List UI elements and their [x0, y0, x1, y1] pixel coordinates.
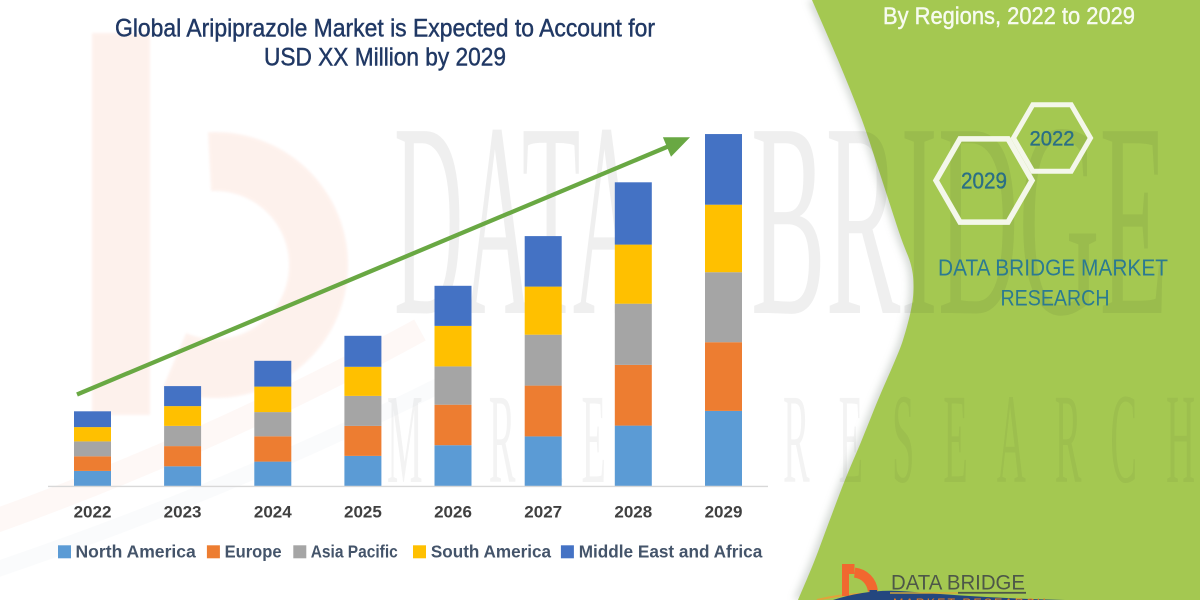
svg-text:2024: 2024 [254, 503, 292, 522]
svg-text:2022: 2022 [1030, 128, 1075, 151]
svg-text:By Regions, 2022 to 2029: By Regions, 2022 to 2029 [883, 3, 1135, 30]
svg-text:2025: 2025 [344, 503, 382, 522]
svg-text:Global Aripiprazole Market is: Global Aripiprazole Market is Expected t… [115, 14, 655, 42]
svg-text:North America: North America [76, 542, 197, 562]
svg-text:Middle East and Africa: Middle East and Africa [579, 542, 763, 562]
svg-text:DATA: DATA [394, 66, 642, 373]
svg-text:RESEARCH: RESEARCH [1001, 286, 1110, 311]
svg-text:2022: 2022 [74, 503, 112, 522]
svg-text:DATA BRIDGE MARKET: DATA BRIDGE MARKET [938, 254, 1168, 280]
svg-text:2023: 2023 [164, 503, 202, 522]
svg-text:2029: 2029 [961, 168, 1007, 194]
svg-text:2026: 2026 [434, 503, 472, 522]
svg-text:South America: South America [431, 542, 551, 562]
svg-text:2027: 2027 [524, 503, 562, 522]
svg-text:Europe: Europe [225, 542, 282, 562]
svg-text:DATA BRIDGE: DATA BRIDGE [891, 571, 1025, 595]
svg-text:Asia Pacific: Asia Pacific [311, 542, 398, 562]
svg-text:USD XX Million by 2029: USD XX Million by 2029 [264, 43, 506, 71]
svg-text:2029: 2029 [705, 503, 743, 522]
svg-text:MARKET RESEARCH: MARKET RESEARCH [893, 597, 1048, 600]
svg-text:2028: 2028 [614, 503, 652, 522]
